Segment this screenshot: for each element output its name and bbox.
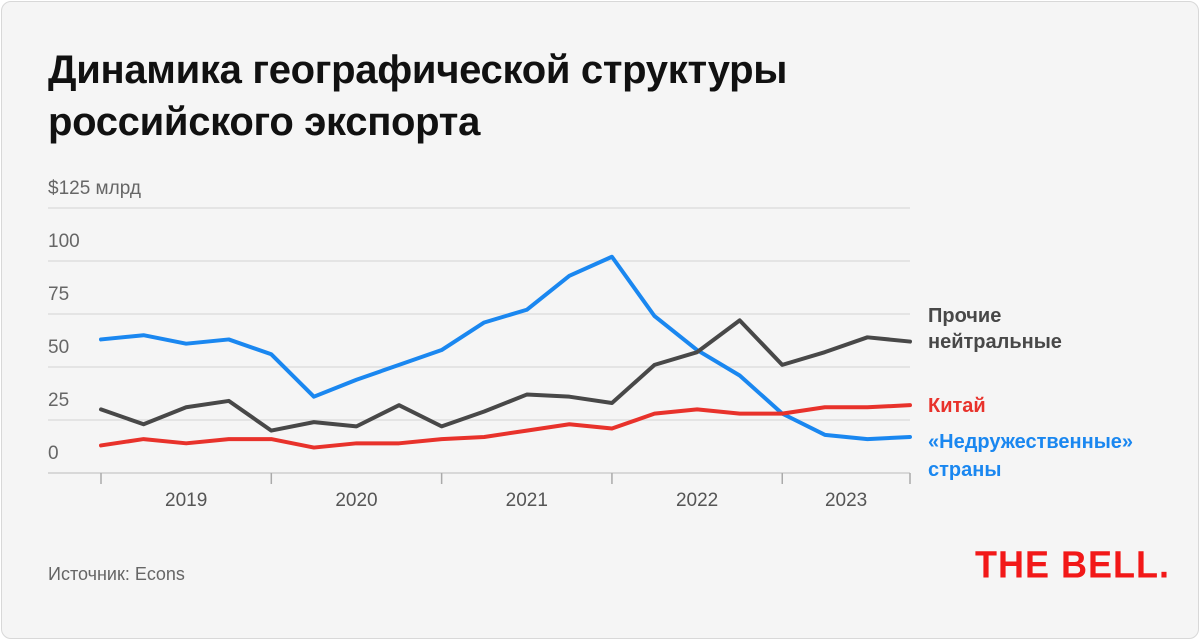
series-line-0 [99, 254, 912, 442]
series-line-2 [99, 403, 912, 450]
source-note: Источник: Econs [48, 564, 185, 584]
series-label: Китай [928, 395, 986, 417]
x-tick-label: 2020 [335, 490, 377, 511]
x-tick-label: 2019 [165, 490, 207, 511]
x-tick-label: 2022 [676, 490, 718, 511]
title-line-1: Динамика географической структуры [48, 48, 788, 92]
title-line-2: российского экспорта [48, 100, 481, 144]
y-tick-label: 75 [48, 284, 69, 305]
chart-title: Динамика географической структуры россий… [48, 44, 787, 148]
series-label: нейтральные [928, 331, 1062, 353]
y-tick-label: 25 [48, 390, 69, 411]
series-label: Прочие [928, 305, 1001, 327]
x-tick-label: 2023 [825, 490, 867, 511]
x-tick-label: 2021 [506, 490, 548, 511]
y-tick-label: 100 [48, 231, 80, 252]
y-tick-label: 50 [48, 337, 69, 358]
the-bell-logo: THE BELL. [975, 542, 1170, 586]
y-tick-label: $125 млрд [48, 178, 141, 199]
y-tick-label: 0 [48, 443, 59, 464]
series-label: страны [928, 459, 1001, 481]
series-line-1 [99, 318, 912, 433]
series-label: «Недружественные» [928, 431, 1133, 453]
